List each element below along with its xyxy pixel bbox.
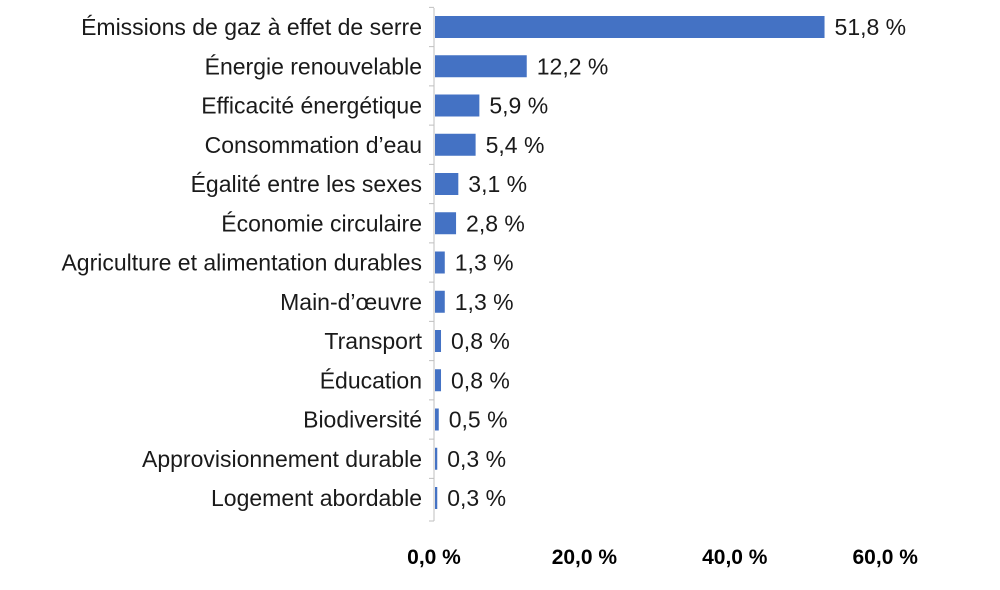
bar	[435, 55, 527, 78]
x-tick-label: 40,0 %	[702, 546, 768, 569]
value-label: 51,8 %	[835, 14, 907, 40]
category-label: Biodiversité	[303, 407, 422, 433]
value-label: 2,8 %	[466, 210, 525, 236]
bar	[435, 251, 445, 274]
value-label: 3,1 %	[468, 171, 527, 197]
category-label: Éducation	[320, 367, 422, 393]
value-label: 5,9 %	[489, 93, 548, 119]
x-tick-label: 0,0 %	[407, 546, 461, 569]
bar	[435, 133, 476, 156]
bar	[435, 212, 457, 235]
bar	[435, 447, 438, 470]
category-label: Main-d’œuvre	[280, 289, 422, 315]
category-label: Économie circulaire	[221, 210, 422, 236]
value-label: 0,5 %	[449, 407, 508, 433]
bar	[435, 330, 442, 352]
value-label: 5,4 %	[486, 132, 545, 158]
bar	[435, 487, 438, 509]
bar	[435, 369, 442, 392]
value-label: 12,2 %	[537, 53, 609, 79]
category-label: Émissions de gaz à effet de serre	[81, 14, 422, 40]
category-label: Consommation d’eau	[205, 132, 422, 158]
bar	[435, 290, 445, 313]
bar	[435, 16, 825, 38]
category-label: Énergie renouvelable	[205, 53, 422, 79]
value-label: 1,3 %	[455, 250, 514, 276]
category-label: Logement abordable	[211, 485, 422, 511]
value-label: 0,3 %	[447, 446, 506, 472]
value-label: 1,3 %	[455, 289, 514, 315]
x-tick-label: 60,0 %	[853, 546, 919, 569]
category-label: Efficacité énergétique	[201, 93, 422, 119]
category-label: Transport	[324, 328, 422, 354]
category-label: Approvisionnement durable	[142, 446, 422, 472]
bar	[435, 408, 439, 431]
value-label: 0,3 %	[447, 485, 506, 511]
bar	[435, 173, 459, 195]
x-tick-label: 20,0 %	[552, 546, 618, 569]
category-label: Agriculture et alimentation durables	[61, 250, 422, 276]
value-label: 0,8 %	[451, 367, 510, 393]
value-label: 0,8 %	[451, 328, 510, 354]
category-label: Égalité entre les sexes	[191, 171, 422, 197]
bar	[435, 94, 480, 117]
